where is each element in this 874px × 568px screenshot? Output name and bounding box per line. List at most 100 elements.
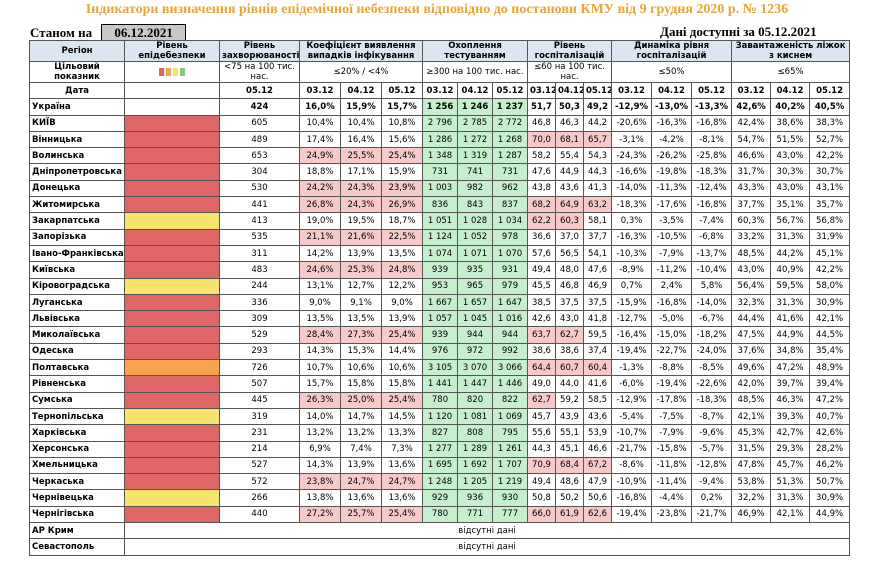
tests-value: 1 003 xyxy=(422,179,458,198)
level-indicator xyxy=(124,310,220,328)
hosp-value: 58,2 xyxy=(527,147,556,165)
incidence-value: 535 xyxy=(219,228,300,246)
detect-value: 18,8% xyxy=(299,163,341,181)
oxygen-value: 47,2% xyxy=(770,359,811,377)
detect-value: 15,7% xyxy=(299,375,341,393)
hosp-value: 50,2 xyxy=(555,489,584,507)
region-name: Дніпропетровська xyxy=(29,163,125,181)
region-name: Івано-Франківська xyxy=(29,244,125,263)
date-label: Дата xyxy=(29,81,125,100)
dyn-value: -19,8% xyxy=(651,163,693,181)
col-region: Регіон xyxy=(29,40,125,62)
hosp-value: 47,6 xyxy=(527,163,556,181)
hosp-value: 43,6 xyxy=(582,407,613,426)
oxygen-value: 44,5% xyxy=(809,326,851,344)
incidence-value: 726 xyxy=(219,359,300,377)
detect-value: 18,7% xyxy=(381,212,423,230)
table-row: Севастополь відсутні дані xyxy=(29,538,851,556)
hosp-value: 54,3 xyxy=(582,147,613,165)
hosp-value: 43,0 xyxy=(555,310,584,328)
dyn-value: -16,8% xyxy=(651,293,693,312)
dyn-value: -18,3% xyxy=(691,391,733,409)
dyn-value: 5,8% xyxy=(691,277,733,295)
hosp-value: 50,8 xyxy=(527,489,556,507)
hosp-value: 63,2 xyxy=(582,196,613,214)
hosp-value: 49,4 xyxy=(527,473,556,491)
level-indicator xyxy=(124,114,220,132)
tests-value: 1 028 xyxy=(457,212,493,230)
dyn-value: 2,4% xyxy=(651,277,693,295)
hosp-value: 68,4 xyxy=(555,456,584,475)
dyn-value: -11,4% xyxy=(651,473,693,491)
date-cell: 05.12 xyxy=(381,81,423,100)
dyn-value: -7,9% xyxy=(651,244,693,263)
oxygen-value: 42,2% xyxy=(809,261,851,279)
tests-value: 944 xyxy=(457,326,493,344)
table-row: Полтавська 726 10,7% 10,6% 10,6% 3 105 3 070 3 … xyxy=(29,359,851,377)
oxygen-value: 45,7% xyxy=(770,456,811,475)
region-name: Вінницька xyxy=(29,130,125,149)
hosp-value: 51,7 xyxy=(527,98,556,116)
dyn-value: 0,3% xyxy=(611,212,653,230)
detect-value: 17,1% xyxy=(340,163,382,181)
hosp-value: 64,9 xyxy=(555,196,584,214)
table-row: Рівненська 507 15,7% 15,8% 15,8% 1 441 1 447 1 … xyxy=(29,375,851,393)
detect-value: 14,0% xyxy=(299,407,341,426)
oxygen-value: 48,5% xyxy=(731,244,772,263)
tests-value: 982 xyxy=(457,179,493,198)
incidence-value: 530 xyxy=(219,179,300,198)
dyn-value: -4,4% xyxy=(651,489,693,507)
oxygen-value: 29,3% xyxy=(770,440,811,458)
incidence-value: 483 xyxy=(219,261,300,279)
tests-value: 827 xyxy=(422,424,458,442)
oxygen-value: 30,7% xyxy=(809,163,851,181)
tests-value: 771 xyxy=(457,505,493,524)
dyn-value: -20,6% xyxy=(611,114,653,132)
region-name: Україна xyxy=(29,98,125,116)
oxygen-value: 30,3% xyxy=(770,163,811,181)
target-tests: ≥300 на 100 тис. нас. xyxy=(422,61,528,83)
tests-value: 1 219 xyxy=(492,473,528,491)
detect-value: 10,6% xyxy=(340,359,382,377)
hosp-value: 49,0 xyxy=(527,375,556,393)
detect-value: 13,6% xyxy=(381,456,423,475)
hosp-value: 41,3 xyxy=(582,179,613,198)
dyn-value: -10,3% xyxy=(611,244,653,263)
date-cell: 04.12 xyxy=(770,81,811,100)
table-row: Сумська 445 26,3% 25,0% 25,4% 780 820 822 62,7 59… xyxy=(29,391,851,409)
oxygen-value: 44,9% xyxy=(809,505,851,524)
oxygen-value: 40,9% xyxy=(770,261,811,279)
tests-value: 1 667 xyxy=(422,293,458,312)
oxygen-value: 31,9% xyxy=(809,228,851,246)
hosp-value: 38,6 xyxy=(527,342,556,361)
hosp-value: 50,6 xyxy=(582,489,613,507)
oxygen-value: 37,7% xyxy=(731,196,772,214)
hosp-value: 44,3 xyxy=(582,163,613,181)
region-name: Запорізька xyxy=(29,228,125,246)
oxygen-value: 44,4% xyxy=(731,310,772,328)
date-cell: 05.12 xyxy=(582,81,613,100)
tests-value: 930 xyxy=(492,489,528,507)
dyn-value: -17,8% xyxy=(651,391,693,409)
table-row: Кіровоградська 244 13,1% 12,7% 12,2% 953 965 97… xyxy=(29,277,851,295)
dyn-value: -23,8% xyxy=(651,505,693,524)
detect-value: 21,6% xyxy=(340,228,382,246)
oxygen-value: 45,1% xyxy=(809,244,851,263)
tests-value: 936 xyxy=(457,489,493,507)
target-detect: ≤20% / <4% xyxy=(299,61,423,83)
dyn-value: -18,3% xyxy=(691,163,733,181)
detect-value: 7,3% xyxy=(381,440,423,458)
tests-value: 979 xyxy=(492,277,528,295)
detect-value: 15,9% xyxy=(340,98,382,116)
dyn-value: -16,8% xyxy=(691,196,733,214)
detect-value: 21,1% xyxy=(299,228,341,246)
detect-value: 13,3% xyxy=(381,424,423,442)
region-name: Миколаївська xyxy=(29,326,125,344)
tests-value: 939 xyxy=(422,326,458,344)
dyn-value: -7,5% xyxy=(651,407,693,426)
hosp-value: 58,1 xyxy=(582,212,613,230)
dyn-value: -9,4% xyxy=(691,473,733,491)
detect-value: 9,0% xyxy=(299,293,341,312)
region-name: Житомирська xyxy=(29,196,125,214)
detect-value: 25,3% xyxy=(340,261,382,279)
